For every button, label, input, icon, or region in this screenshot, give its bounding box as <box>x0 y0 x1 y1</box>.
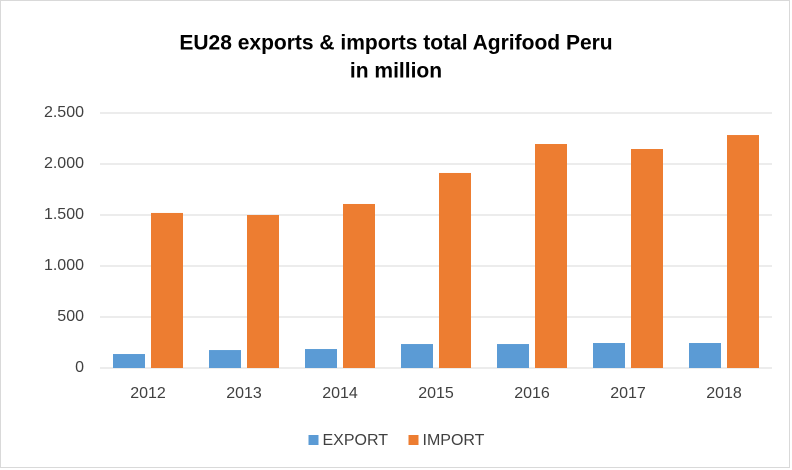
bar <box>305 349 337 368</box>
bar <box>401 344 433 368</box>
x-tick-label: 2013 <box>226 385 262 402</box>
x-tick-label: 2017 <box>610 385 646 402</box>
bar <box>151 212 183 368</box>
x-tick-label: 2018 <box>706 385 742 402</box>
y-tick-label: 1.000 <box>44 257 84 274</box>
bar <box>497 344 529 368</box>
y-tick-label: 500 <box>57 308 84 325</box>
chart-subtitle: in million <box>350 60 442 83</box>
y-tick-label: 2.000 <box>44 155 84 172</box>
bar <box>593 343 625 368</box>
legend-label: IMPORT <box>423 432 485 449</box>
bar <box>631 149 663 368</box>
bar <box>535 144 567 368</box>
bar <box>209 350 241 368</box>
legend-swatch <box>408 435 419 445</box>
bar <box>247 215 279 368</box>
chart-title: EU28 exports & imports total Agrifood Pe… <box>179 32 612 55</box>
x-tick-label: 2012 <box>130 385 166 402</box>
legend-label: EXPORT <box>323 432 389 449</box>
y-tick-label: 2.500 <box>44 104 84 121</box>
bar <box>689 343 721 368</box>
bar <box>727 135 759 368</box>
bar <box>343 203 375 368</box>
y-tick-label: 1.500 <box>44 206 84 223</box>
bar <box>113 354 145 368</box>
bar <box>439 172 471 368</box>
x-tick-label: 2016 <box>514 385 550 402</box>
legend-swatch <box>308 435 319 445</box>
y-tick-label: 0 <box>75 359 84 376</box>
x-tick-label: 2015 <box>418 385 454 402</box>
x-tick-label: 2014 <box>322 385 358 402</box>
